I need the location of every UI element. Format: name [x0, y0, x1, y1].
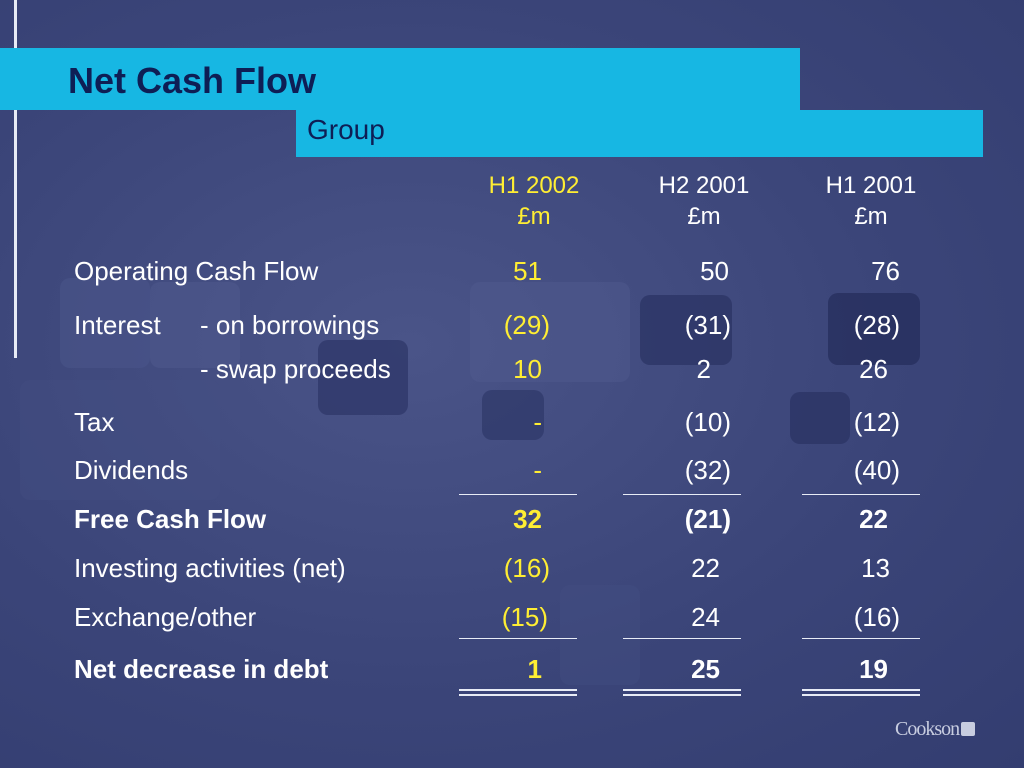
column-header-h2-2001: H2 2001 £m: [634, 170, 774, 232]
background-tile: [470, 282, 630, 382]
logo-text: Cookson: [895, 718, 960, 740]
logo-mark-icon: [961, 722, 976, 736]
cell-value: 22: [859, 504, 888, 534]
background-tile: [150, 282, 240, 368]
cell-value: 76: [871, 256, 900, 286]
cell-value: (28): [853, 310, 900, 340]
background-tile: [318, 340, 408, 415]
row-label-investing-activities: Investing activities (net): [74, 553, 346, 583]
cell-value: (12): [853, 407, 900, 437]
subtotal-rule: [623, 638, 741, 639]
background-tile: [640, 295, 732, 365]
column-period: H2 2001: [658, 172, 750, 199]
background-tile: [560, 585, 640, 685]
row-label-net-decrease-in-debt: Net decrease in debt: [74, 654, 329, 684]
background-tile: [482, 390, 544, 440]
left-accent-line: [14, 0, 17, 358]
cell-value: 13: [861, 553, 890, 583]
column-period: H1 2002: [488, 172, 580, 199]
column-unit: £m: [687, 203, 721, 230]
cell-value: 32: [513, 504, 542, 534]
background-tile: [828, 293, 920, 365]
subtitle-bar: [296, 110, 983, 157]
total-double-rule: [802, 689, 920, 691]
cell-value: 2: [696, 354, 711, 384]
cell-value: 51: [513, 256, 542, 286]
cell-value: (10): [684, 407, 731, 437]
subtotal-rule: [623, 494, 741, 495]
cell-value: (40): [853, 455, 900, 485]
cell-value: (29): [503, 310, 550, 340]
cell-value: (31): [684, 310, 731, 340]
slide-subtitle: Group: [307, 114, 385, 145]
background-tile: [60, 278, 150, 368]
column-unit: £m: [854, 203, 888, 230]
column-header-h1-2002: H1 2002 £m: [464, 170, 604, 232]
total-double-rule: [623, 694, 741, 696]
cell-value: -: [533, 407, 542, 437]
cell-value: 10: [513, 354, 542, 384]
row-label-exchange-other: Exchange/other: [74, 602, 257, 632]
cell-value: (16): [503, 553, 550, 583]
total-double-rule: [459, 694, 577, 696]
subtotal-rule: [459, 494, 577, 495]
row-label-operating-cash-flow: Operating Cash Flow: [74, 256, 319, 286]
title-bar: [0, 48, 800, 110]
cell-value: 24: [691, 602, 720, 632]
column-unit: £m: [517, 203, 551, 230]
row-sublabel-on-borrowings: - on borrowings: [200, 310, 380, 340]
subtotal-rule: [459, 638, 577, 639]
cookson-logo: Cookson: [895, 718, 976, 741]
cell-value: 25: [691, 654, 720, 684]
row-label-tax: Tax: [74, 407, 115, 437]
subtotal-rule: [802, 494, 920, 495]
row-label-interest: Interest: [74, 310, 161, 340]
cell-value: 19: [859, 654, 888, 684]
subtotal-rule: [802, 638, 920, 639]
row-label-free-cash-flow: Free Cash Flow: [74, 504, 267, 534]
cell-value: 26: [859, 354, 888, 384]
cell-value: -: [533, 455, 542, 485]
total-double-rule: [802, 694, 920, 696]
cell-value: (32): [684, 455, 731, 485]
cell-value: 1: [527, 654, 542, 684]
total-double-rule: [459, 689, 577, 691]
cell-value: (16): [853, 602, 900, 632]
row-label-dividends: Dividends: [74, 455, 189, 485]
column-header-h1-2001: H1 2001 £m: [801, 170, 941, 232]
cell-value: 50: [700, 256, 729, 286]
cell-value: (15): [501, 602, 548, 632]
cell-value: 22: [691, 553, 720, 583]
column-period: H1 2001: [825, 172, 917, 199]
background-tile: [790, 392, 850, 444]
slide-title: Net Cash Flow: [68, 60, 317, 101]
cell-value: (21): [684, 504, 731, 534]
row-sublabel-swap-proceeds: - swap proceeds: [200, 354, 391, 384]
total-double-rule: [623, 689, 741, 691]
background-tile: [20, 380, 220, 500]
